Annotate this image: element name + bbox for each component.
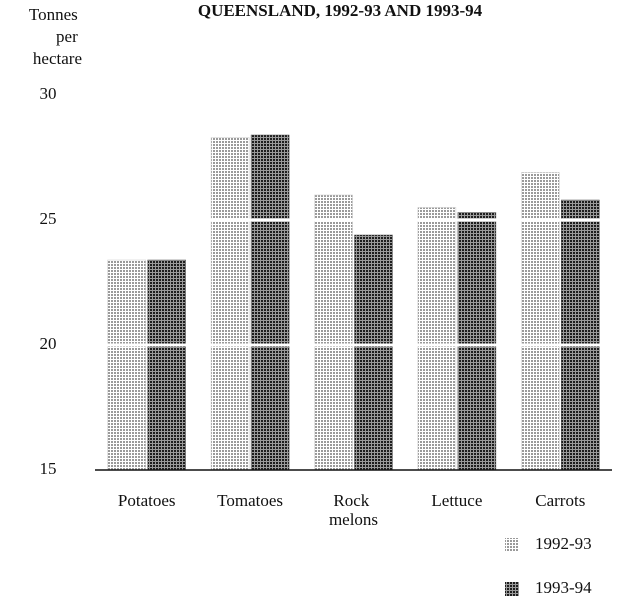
bar	[457, 212, 497, 471]
bar	[354, 234, 393, 471]
bar	[417, 207, 457, 471]
chart-title: QUEENSLAND, 1992-93 AND 1993-94	[198, 1, 483, 20]
bar	[210, 137, 250, 471]
bar	[107, 259, 146, 471]
legend-swatch	[505, 582, 519, 596]
y-tick-label: 15	[40, 459, 57, 478]
x-tick-label: Tomatoes	[217, 491, 283, 510]
x-tick-label: Carrots	[535, 491, 585, 510]
legend-label: 1992-93	[535, 534, 592, 553]
bar	[521, 172, 560, 471]
bar	[147, 259, 186, 471]
y-tick-label: 20	[40, 334, 57, 353]
y-tick-label: 30	[40, 84, 57, 103]
x-tick-label: Rock melons	[329, 491, 378, 529]
y-axis-label: Tonnes per hectare	[29, 5, 82, 68]
legend-label: 1993-94	[535, 578, 592, 597]
x-tick-label: Potatoes	[118, 491, 176, 510]
legend-swatch	[505, 538, 519, 552]
x-tick-label: Lettuce	[431, 491, 482, 510]
bar	[250, 134, 290, 471]
bar	[561, 199, 600, 471]
y-tick-label: 25	[40, 209, 57, 228]
bar	[314, 194, 353, 471]
